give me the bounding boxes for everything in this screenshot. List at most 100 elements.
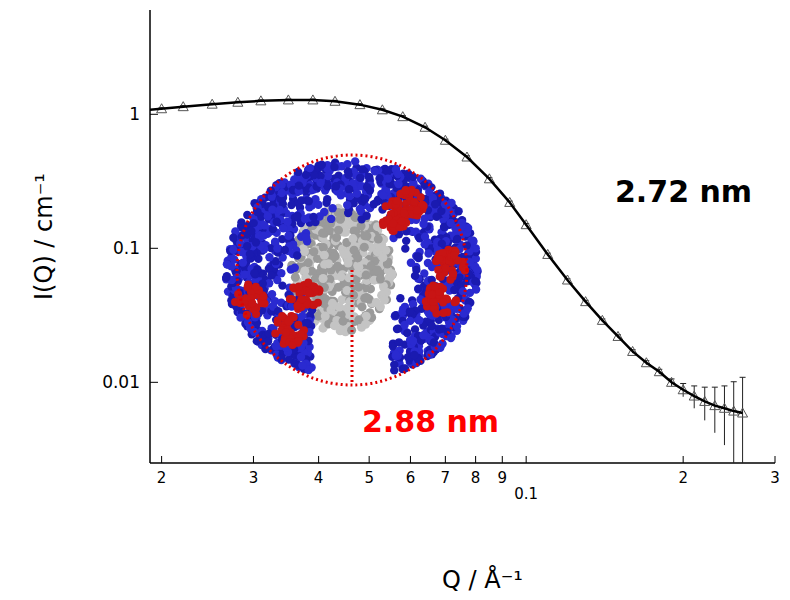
atom-shell (406, 317, 414, 325)
atom-shell (414, 285, 422, 293)
atom-core (388, 270, 397, 279)
atom-shell (316, 179, 324, 187)
atom-shell (249, 219, 257, 227)
atom-core (360, 231, 369, 240)
atom-red (248, 299, 256, 307)
atom-shell (278, 281, 286, 289)
atom-shell (293, 212, 301, 220)
atom-core (319, 274, 328, 283)
atom-core (320, 251, 329, 260)
atom-red (428, 291, 436, 299)
atom-shell (343, 160, 351, 168)
atom-shell (345, 185, 353, 193)
atom-core (354, 283, 363, 292)
atom-red (252, 283, 260, 291)
atom-shell (332, 182, 340, 190)
atom-red (244, 283, 252, 291)
atom-shell (419, 331, 427, 339)
atom-shell (264, 212, 272, 220)
atom-shell (414, 285, 422, 293)
atom-red (435, 255, 443, 263)
atom-shell (283, 218, 291, 226)
atom-core (318, 229, 327, 238)
atom-red (442, 264, 450, 272)
atom-shell (358, 165, 366, 173)
atom-core (332, 233, 341, 242)
atom-shell (447, 334, 455, 342)
atom-shell (419, 220, 427, 228)
atom-red (294, 321, 302, 329)
atom-core (388, 269, 397, 278)
atom-shell (473, 266, 481, 274)
atom-shell (314, 201, 322, 209)
atom-core (348, 234, 357, 243)
atom-core (374, 235, 383, 244)
atom-core (334, 283, 343, 292)
atom-core (300, 266, 309, 275)
atom-core (328, 299, 337, 308)
atom-red (243, 311, 251, 319)
atom-shell (395, 338, 403, 346)
atom-core (339, 317, 348, 326)
atom-core (354, 263, 363, 272)
atom-shell (413, 252, 421, 260)
atom-shell (411, 272, 419, 280)
atom-red (452, 298, 460, 306)
atom-shell (272, 218, 280, 226)
atom-red (450, 251, 458, 259)
atom-core (324, 259, 333, 268)
atom-red (282, 328, 290, 336)
atom-shell (463, 304, 471, 312)
atom-red (413, 206, 421, 214)
atom-shell (267, 271, 275, 279)
atom-shell (407, 259, 415, 267)
atom-red (295, 283, 303, 291)
atom-shell (261, 345, 269, 353)
atom-shell (401, 244, 409, 252)
atom-core (331, 251, 340, 260)
atom-core (340, 250, 349, 259)
atom-shell (454, 207, 462, 215)
atom-shell (298, 361, 306, 369)
atom-shell (446, 219, 454, 227)
atom-shell (284, 232, 292, 240)
atom-shell (324, 172, 332, 180)
atom-core (349, 291, 358, 300)
atom-shell (471, 277, 479, 285)
atom-core (344, 259, 353, 268)
atom-core (350, 246, 359, 255)
atom-red (432, 310, 440, 318)
atom-core (321, 311, 330, 320)
atom-shell (438, 325, 446, 333)
atom-shell (366, 186, 374, 194)
atom-shell (287, 201, 295, 209)
atom-shell (420, 240, 428, 248)
atom-shell (393, 325, 401, 333)
atom-shell (410, 351, 418, 359)
atom-core (300, 247, 309, 256)
atom-core (337, 272, 346, 281)
atom-core (319, 243, 328, 252)
atom-red (285, 317, 293, 325)
atom-core (360, 243, 369, 252)
atom-shell (239, 258, 247, 266)
atom-red (398, 217, 406, 225)
atom-shell (396, 294, 404, 302)
atom-shell (293, 251, 301, 259)
atom-shell (250, 269, 258, 277)
atom-shell (281, 246, 289, 254)
atom-shell (327, 215, 335, 223)
atom-shell (351, 157, 359, 165)
atom-shell (371, 167, 379, 175)
atom-shell (390, 366, 398, 374)
atom-shell (421, 232, 429, 240)
atom-shell (247, 227, 255, 235)
atom-core (378, 253, 387, 262)
atom-core (376, 274, 385, 283)
atom-shell (297, 196, 305, 204)
atom-red (288, 295, 296, 303)
atom-shell (361, 195, 369, 203)
atom-shell (428, 322, 436, 330)
atom-shell (328, 204, 336, 212)
atom-shell (353, 189, 361, 197)
